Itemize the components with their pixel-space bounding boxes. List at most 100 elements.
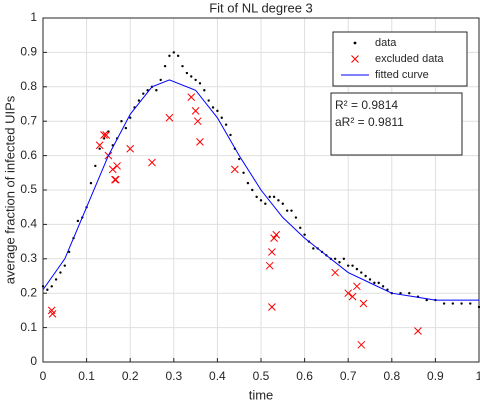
data-point (338, 261, 341, 264)
excluded-point (414, 327, 422, 335)
y-tick-label: 0 (30, 354, 37, 368)
data-point (299, 226, 302, 230)
data-point (360, 271, 363, 274)
data-point (94, 164, 97, 168)
data-point (137, 99, 141, 102)
data-point (168, 54, 171, 58)
y-tick-label: 0.2 (20, 285, 37, 299)
annotation-box (330, 92, 463, 156)
data-point (181, 64, 184, 68)
x-tick-label: 0.1 (78, 369, 95, 383)
data-point (76, 219, 80, 223)
data-point (59, 271, 62, 274)
data-point (46, 288, 49, 291)
excluded-point (111, 175, 119, 184)
x-tick-label: 0.6 (296, 369, 313, 383)
y-tick-label: 0.9 (20, 45, 37, 59)
y-tick-label: 0.6 (20, 148, 37, 162)
data-point (207, 99, 210, 102)
excluded-point (359, 299, 368, 308)
data-point (142, 92, 145, 95)
data-point (399, 292, 402, 295)
data-point (54, 278, 58, 281)
excluded-point (126, 144, 135, 153)
excluded-point (272, 230, 281, 239)
annotation: aR² = 0.9811 (335, 115, 404, 129)
data-point (333, 257, 337, 260)
excluded-point (196, 137, 204, 146)
data-point (469, 302, 472, 305)
excluded-point (268, 303, 276, 311)
fitted-curve (42, 79, 479, 301)
data-point (194, 78, 197, 82)
data-point (50, 285, 53, 288)
excluded-point (191, 107, 200, 115)
excluded-point (193, 117, 202, 126)
data-point (264, 202, 267, 205)
data-point (176, 54, 180, 58)
data-point (425, 298, 428, 302)
data-point (238, 157, 241, 161)
annotation: R² = 0.9814 (335, 98, 398, 112)
excluded-point (108, 165, 117, 174)
x-tick-label: 0.2 (122, 369, 139, 383)
data-point (211, 106, 215, 109)
data-point (268, 195, 271, 199)
legend-label: excluded data (375, 53, 444, 65)
x-axis-label: time (249, 387, 274, 402)
data-point (246, 181, 250, 185)
x-tick-label: 1 (476, 369, 480, 383)
y-tick-label: 0.1 (20, 320, 37, 334)
excluded-point (265, 261, 274, 270)
y-tick-label: 0.8 (20, 79, 37, 93)
chart-title: Fit of NL degree 3 (209, 0, 313, 15)
data-point (120, 120, 123, 123)
data-point (351, 264, 354, 267)
data-point (89, 181, 93, 185)
data-point (203, 89, 206, 92)
data-point (129, 116, 132, 119)
data-point (303, 233, 306, 236)
plot-frame (42, 17, 480, 363)
excluded-point (331, 268, 339, 277)
excluded-point (344, 289, 353, 298)
data-point (242, 171, 245, 174)
excluded-point (268, 248, 276, 256)
data-point (229, 133, 232, 137)
data-point (63, 264, 66, 267)
legend-label: fitted curve (375, 69, 429, 81)
data-point (163, 64, 167, 68)
data-point (198, 82, 202, 85)
data-point (220, 116, 223, 119)
y-axis-label: average fraction of infected UIPs (2, 95, 17, 284)
excluded-point (102, 131, 111, 139)
excluded-point (230, 165, 239, 174)
data-point (224, 123, 228, 126)
y-tick-label: 0.7 (20, 113, 37, 127)
x-tick-label: 0.3 (165, 369, 182, 383)
excluded-point (95, 141, 104, 150)
excluded-point (187, 93, 196, 101)
data-point (342, 257, 346, 260)
data-point (155, 89, 158, 92)
data-point (294, 216, 298, 219)
data-point (159, 78, 162, 82)
data-point (347, 264, 350, 267)
data-point (98, 147, 101, 150)
data-point (281, 202, 284, 205)
data-point (41, 285, 45, 288)
data-point (172, 51, 175, 54)
data-point (355, 267, 359, 271)
excluded-point (348, 292, 357, 301)
x-tick-label: 0.8 (383, 369, 400, 383)
data-point (216, 109, 219, 113)
x-tick-label: 0 (40, 369, 47, 383)
data-point (312, 247, 315, 250)
data-point (190, 75, 193, 78)
data-point (442, 302, 446, 305)
data-point (124, 126, 128, 130)
data-point (377, 281, 380, 285)
excluded-point (357, 340, 366, 349)
data-point (255, 195, 258, 199)
data-point (364, 274, 367, 278)
